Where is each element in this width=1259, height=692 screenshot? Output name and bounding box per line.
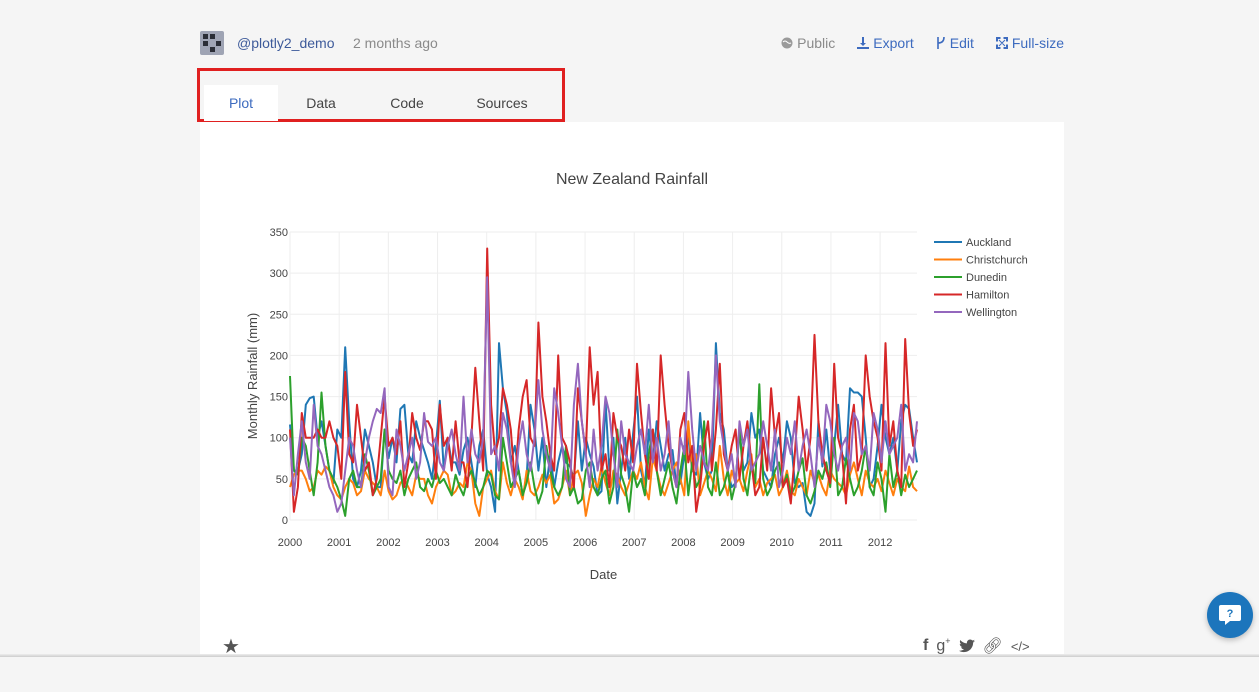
y-tick-label: 50 (276, 474, 288, 486)
user-avatar[interactable] (200, 31, 224, 55)
googleplus-icon[interactable]: g+ (936, 636, 951, 655)
series-line-dunedin[interactable] (289, 375, 918, 517)
public-status[interactable]: Public (781, 35, 835, 51)
legend-label[interactable]: Wellington (966, 307, 1017, 319)
plot-panel: New Zealand Rainfall 0 50 100 150 200 250 300 3… (200, 122, 1064, 657)
tab-data[interactable]: Data (306, 95, 336, 111)
y-tick-label: 100 (270, 433, 288, 445)
link-icon[interactable]: 🔗︎ (982, 638, 1003, 655)
tab-sources[interactable]: Sources (476, 95, 528, 111)
facebook-icon[interactable]: f (923, 637, 929, 654)
svg-text:?: ? (1227, 608, 1234, 620)
x-tick-label: 2008 (671, 537, 695, 549)
series-line-wellington[interactable] (289, 276, 918, 513)
x-tick-label: 2002 (376, 537, 400, 549)
bottom-divider (0, 654, 1259, 657)
x-tick-label: 2007 (622, 537, 646, 549)
username-link[interactable]: @plotly2_demo (237, 35, 335, 51)
x-tick-label: 2012 (868, 537, 892, 549)
fullsize-label: Full-size (1011, 35, 1064, 51)
x-tick-label: 2009 (720, 537, 744, 549)
y-tick-label: 0 (282, 515, 288, 527)
x-tick-label: 2001 (327, 537, 351, 549)
y-tick-label: 250 (270, 309, 288, 321)
fullsize-button[interactable]: Full-size (995, 35, 1064, 51)
x-tick-label: 2010 (770, 537, 794, 549)
legend-label[interactable]: Christchurch (966, 255, 1028, 267)
chat-bubble-icon: ? (1219, 605, 1241, 625)
y-tick-label: 300 (270, 268, 288, 280)
tab-plot[interactable]: Plot (204, 85, 278, 121)
tabs-highlight-frame (197, 68, 565, 122)
time-ago: 2 months ago (353, 35, 438, 51)
twitter-icon[interactable] (958, 639, 975, 653)
legend-label[interactable]: Dunedin (966, 272, 1007, 284)
x-tick-label: 2004 (474, 537, 498, 549)
chat-button[interactable]: ? (1207, 592, 1253, 638)
plot-header: @plotly2_demo 2 months ago Public Export… (200, 30, 1064, 56)
export-button[interactable]: Export (857, 35, 914, 51)
fork-icon (936, 37, 945, 49)
x-tick-label: 2003 (425, 537, 449, 549)
x-tick-label: 2006 (573, 537, 597, 549)
x-tick-label: 2011 (819, 537, 843, 549)
legend-label[interactable]: Auckland (966, 237, 1011, 249)
embed-icon[interactable]: </> (1010, 638, 1030, 654)
download-icon (857, 37, 870, 49)
y-axis-label: Monthly Rainfall (mm) (245, 313, 260, 439)
expand-icon (995, 37, 1008, 49)
export-label: Export (873, 35, 914, 51)
chart-legend: Auckland Christchurch Dunedin Hamilton Welli… (934, 237, 1028, 319)
x-axis-ticks: 2000 2001 2002 2003 2004 2005 2006 2007 2008 2009… (278, 537, 893, 549)
globe-icon (781, 37, 793, 49)
share-bar: f g+ 🔗︎ </> (923, 636, 1030, 656)
x-tick-label: 2005 (524, 537, 548, 549)
x-tick-label: 2000 (278, 537, 302, 549)
series-lines (289, 247, 918, 517)
favorite-star-icon[interactable]: ★ (222, 636, 240, 658)
x-axis-label: Date (590, 567, 617, 582)
chart-title: New Zealand Rainfall (555, 171, 709, 188)
public-label: Public (797, 35, 836, 51)
edit-label: Edit (949, 35, 974, 51)
legend-label[interactable]: Hamilton (966, 290, 1009, 302)
y-tick-label: 350 (270, 227, 288, 239)
y-tick-label: 200 (270, 350, 288, 362)
y-tick-label: 150 (270, 392, 288, 404)
header-actions: Public Export Edit Full-size (759, 35, 1064, 51)
edit-button[interactable]: Edit (936, 35, 974, 51)
tab-code[interactable]: Code (390, 95, 424, 111)
y-axis-ticks: 0 50 100 150 200 250 300 350 (270, 227, 288, 527)
